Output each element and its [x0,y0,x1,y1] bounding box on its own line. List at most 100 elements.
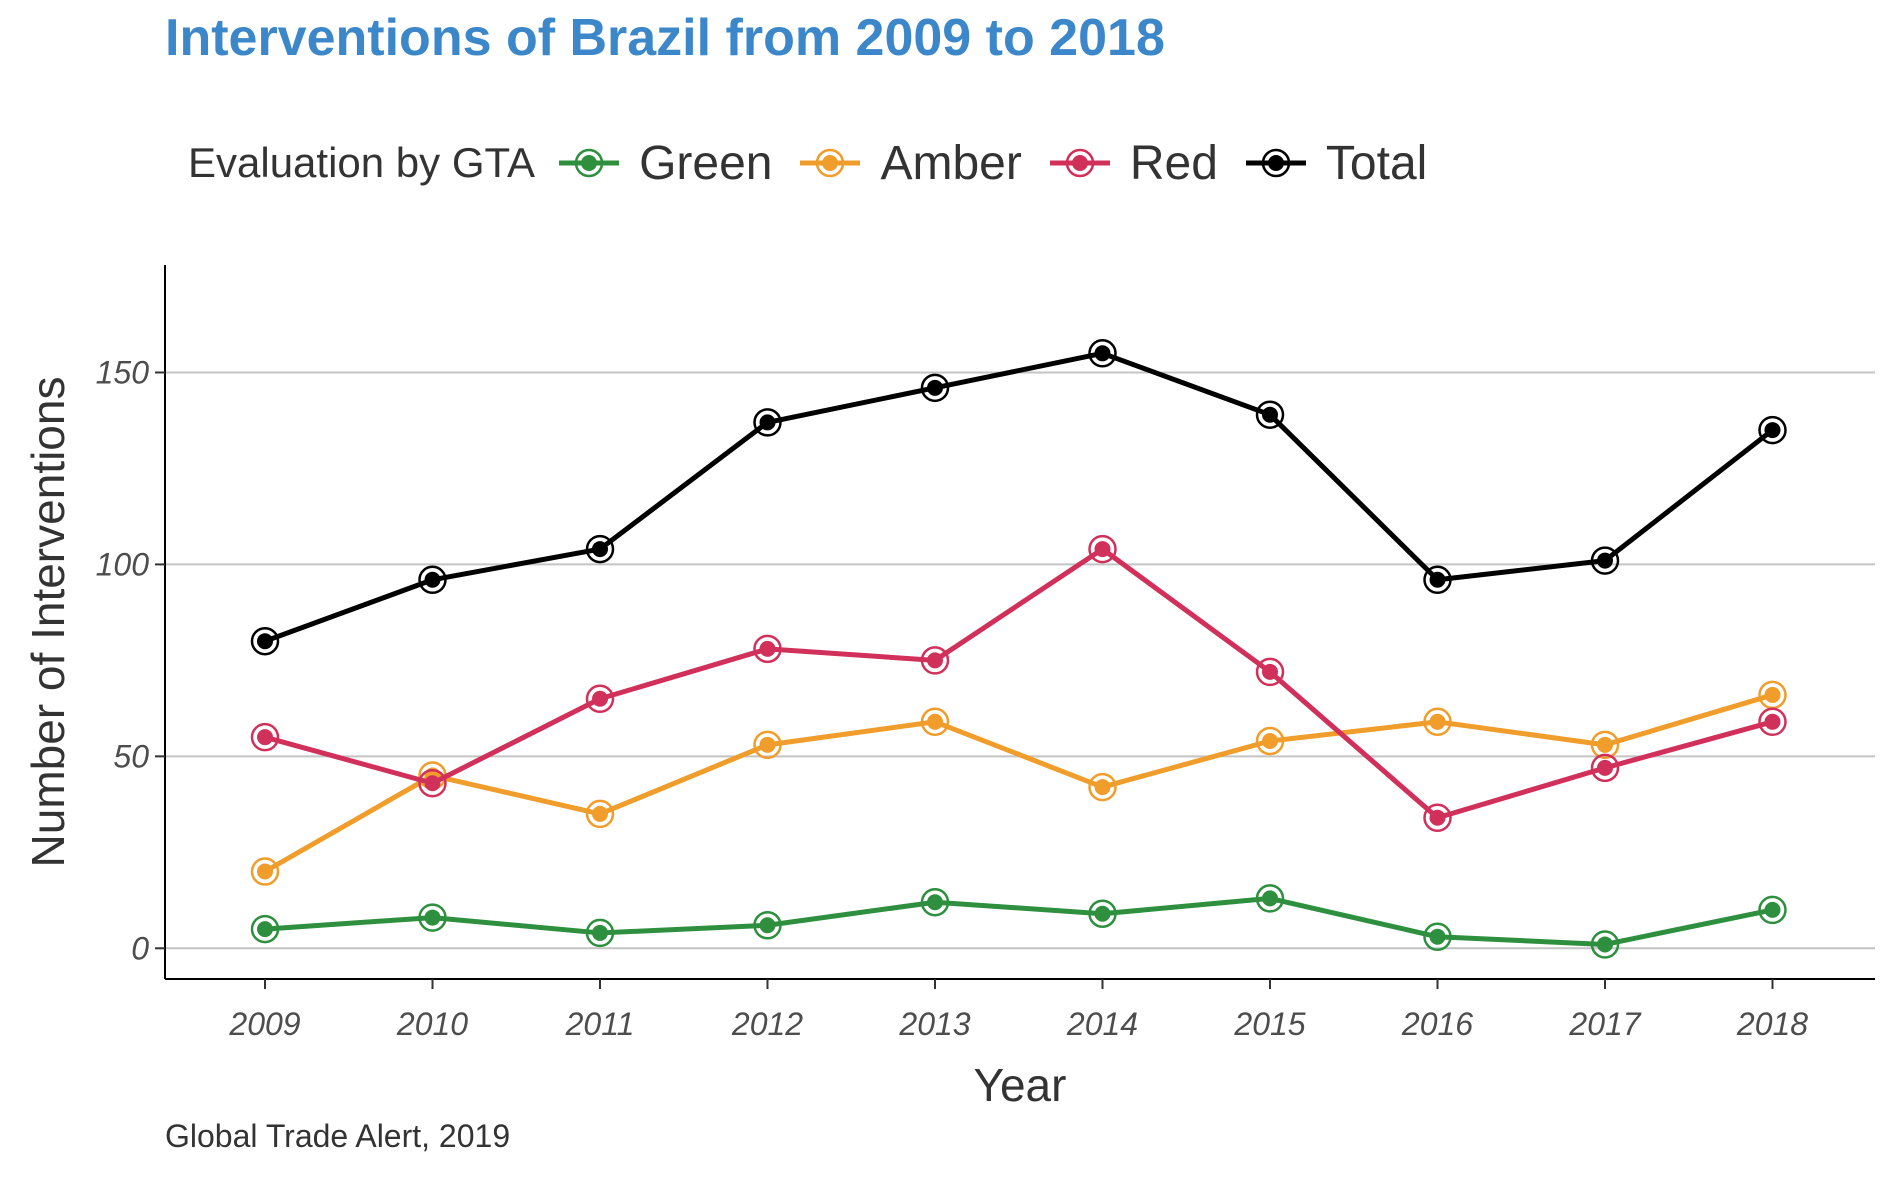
point-green-2012 [753,911,782,940]
point-ring-amber-2009 [250,857,280,886]
point-dot-total-2009 [257,633,273,650]
legend-key-green [559,148,620,178]
point-total-2014 [1088,339,1117,368]
y-ticks: 0 50 100 150 [96,354,165,966]
point-ring-total-2018 [1758,415,1787,445]
point-dot-red-2018 [1764,713,1781,730]
point-amber-2011 [585,799,615,829]
point-red-2014 [1088,534,1117,564]
legend-item-green: Green [557,136,772,191]
point-dot-green-2012 [759,917,776,934]
point-ring-amber-2016 [1423,707,1452,737]
point-ring-amber-2017 [1590,730,1620,760]
point-dot-red-2015 [1262,663,1278,680]
point-dot-total-2018 [1764,422,1781,439]
point-dot-green-2014 [1094,905,1111,922]
point-green-2014 [1088,899,1117,928]
y-tick-label-150: 150 [96,354,150,390]
point-green-2010 [418,903,447,932]
point-ring-amber-2011 [585,799,615,829]
point-ring-total-2014 [1088,339,1117,368]
point-ring-amber-2012 [753,730,782,760]
point-ring-red-2017 [1590,753,1620,783]
legend-item-total: Total [1244,136,1427,191]
point-ring-red-2013 [920,646,950,675]
legend-label-amber: Amber [880,136,1022,190]
point-dot-total-2011 [592,541,608,558]
point-ring-total-2017 [1590,546,1620,575]
point-dot-green-2018 [1764,901,1781,918]
x-tick-label-2010: 2010 [396,1006,468,1042]
point-dot-amber-2012 [759,736,776,753]
point-ring-green-2010 [418,903,447,932]
point-amber-2014 [1088,772,1117,802]
axes [164,265,1875,980]
point-dot-red-2016 [1429,809,1446,826]
point-ring-total-2012 [753,408,782,437]
legend-label-green: Green [639,136,773,190]
point-ring-red-2011 [585,684,615,714]
x-tick-label-2012: 2012 [731,1006,803,1042]
point-ring-green-2017 [1590,930,1620,959]
point-total-2016 [1423,565,1452,595]
point-dot-green-2013 [927,894,943,911]
x-tick-label-2018: 2018 [1736,1006,1808,1042]
point-dot-red-2009 [257,729,273,746]
point-amber-2015 [1255,726,1285,756]
point-red-2017 [1590,753,1620,783]
point-amber-2018 [1758,680,1787,710]
point-ring-red-2015 [1255,657,1285,687]
point-ring-green-2011 [585,918,615,948]
point-dot-red-2013 [927,652,943,669]
point-ring-red-2012 [753,634,782,664]
point-dot-green-2017 [1597,936,1613,953]
point-dot-total-2015 [1262,406,1278,423]
point-total-2012 [753,408,782,437]
chart-title: Interventions of Brazil from 2009 to 201… [165,9,1165,67]
point-dot-green-2011 [592,924,608,941]
y-axis-title: Number of Interventions [22,377,74,868]
point-total-2011 [585,534,615,564]
point-ring-red-2016 [1423,803,1452,833]
x-tick-label-2014: 2014 [1066,1006,1138,1042]
point-total-2017 [1590,546,1620,575]
point-ring-red-2018 [1758,707,1787,737]
point-amber-2013 [920,707,950,737]
legend-item-red: Red [1048,136,1218,191]
point-green-2015 [1255,884,1285,913]
point-green-2011 [585,918,615,948]
x-tick-label-2013: 2013 [898,1006,970,1042]
point-red-2009 [250,722,280,752]
point-green-2017 [1590,930,1620,959]
point-dot-amber-2017 [1597,736,1613,753]
legend-item-amber: Amber [798,136,1022,191]
point-ring-total-2015 [1255,400,1285,429]
point-ring-green-2016 [1423,922,1452,952]
point-dot-red-2010 [424,775,441,792]
point-ring-red-2014 [1088,534,1117,564]
point-amber-2009 [250,857,280,886]
series [250,339,1787,959]
point-red-2018 [1758,707,1787,737]
series-line-amber [262,692,1775,875]
x-ticks: 2009 2010 2011 2012 2013 2014 2015 2016 2017 2018 [228,979,1808,1042]
point-dot-green-2009 [257,921,273,938]
point-ring-total-2010 [418,565,447,595]
legend-label-red: Red [1129,136,1218,190]
point-ring-total-2009 [250,626,280,656]
point-dot-amber-2011 [592,805,608,822]
series-line-red [262,546,1775,821]
point-dot-total-2010 [424,571,441,588]
point-dot-amber-2014 [1094,779,1111,796]
x-tick-label-2011: 2011 [565,1006,635,1042]
point-total-2018 [1758,415,1787,445]
point-dot-total-2013 [927,379,943,396]
point-dot-total-2016 [1429,571,1446,588]
legend: Evaluation by GTA Green Amber Red [188,133,1453,193]
legend-key-amber [800,148,861,178]
series-red [250,534,1787,833]
gridlines [165,371,1875,950]
point-total-2013 [920,373,950,403]
point-ring-green-2013 [920,887,950,917]
